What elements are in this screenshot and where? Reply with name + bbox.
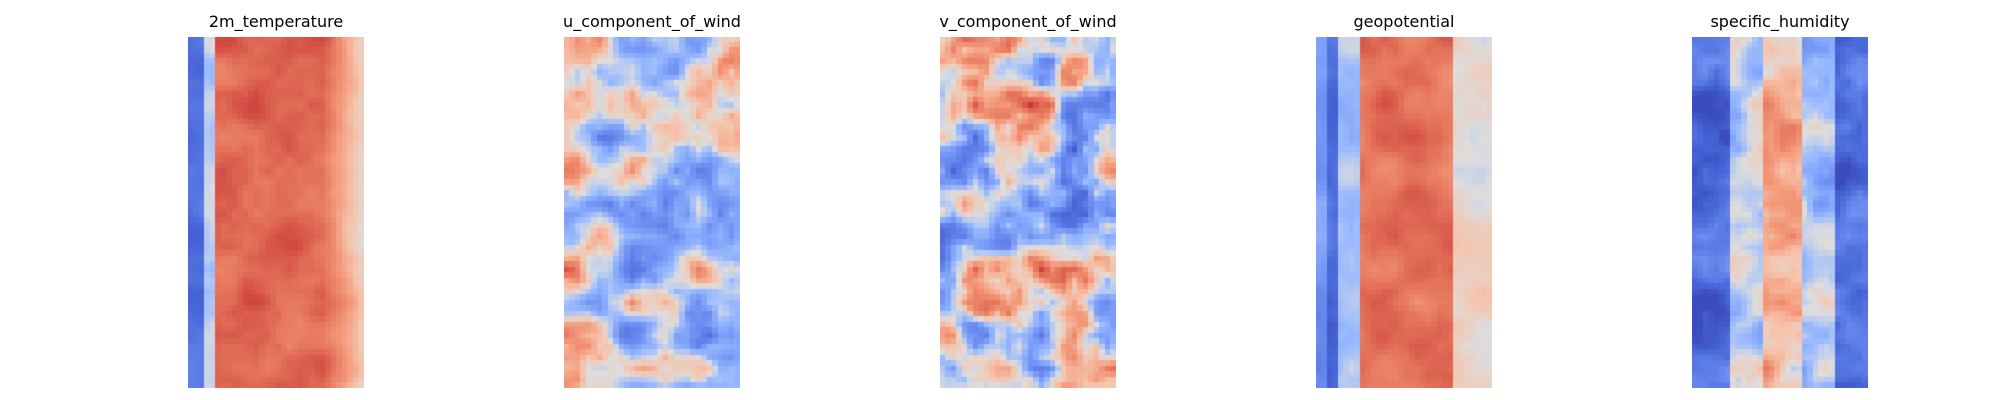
panel-title: v_component_of_wind — [939, 12, 1117, 31]
heatmap-u-component-of-wind — [564, 37, 740, 388]
panel-title: u_component_of_wind — [563, 12, 741, 31]
panel-geopotential: geopotential — [1304, 10, 1504, 390]
panel-title: geopotential — [1353, 12, 1455, 31]
heatmap-geopotential — [1316, 37, 1492, 388]
heatmap-v-component-of-wind — [940, 37, 1116, 388]
panel-v-component-of-wind: v_component_of_wind — [928, 10, 1128, 390]
panel-2m-temperature: 2m_temperature — [176, 10, 376, 390]
panel-specific-humidity: specific_humidity — [1680, 10, 1880, 390]
heatmap-specific-humidity — [1692, 37, 1868, 388]
panel-title: specific_humidity — [1710, 12, 1850, 31]
panel-u-component-of-wind: u_component_of_wind — [552, 10, 752, 390]
heatmap-2m-temperature — [188, 37, 364, 388]
panel-title: 2m_temperature — [208, 12, 344, 31]
